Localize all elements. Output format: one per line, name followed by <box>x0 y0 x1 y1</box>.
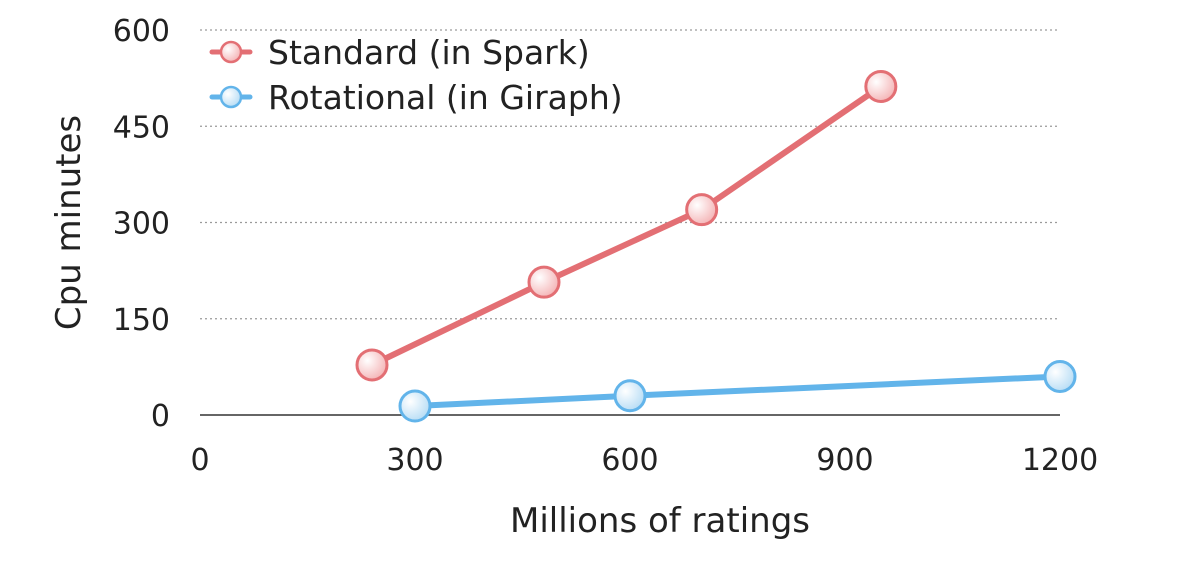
y-tick-label: 0 <box>151 399 170 434</box>
series-group <box>355 69 1077 423</box>
legend-marker <box>219 85 243 109</box>
legend-marker <box>219 40 243 64</box>
y-axis-title: Cpu minutes <box>49 115 89 330</box>
x-tick-label: 900 <box>816 443 873 478</box>
x-tick-label: 600 <box>601 443 658 478</box>
legend: Standard (in Spark) Rotational (in Giraph… <box>209 33 623 117</box>
legend-label: Rotational (in Giraph) <box>268 78 623 117</box>
x-tick-label: 300 <box>386 443 443 478</box>
x-tick-labels: 0 300 600 900 1200 <box>190 443 1098 478</box>
grid-lines <box>200 29 1060 320</box>
data-point <box>613 379 647 413</box>
x-tick-label: 0 <box>190 443 209 478</box>
series-line <box>369 83 884 368</box>
y-tick-label: 450 <box>113 110 170 145</box>
data-point <box>527 265 561 299</box>
y-tick-label: 600 <box>113 14 170 49</box>
data-point <box>864 69 898 103</box>
x-axis-title: Millions of ratings <box>510 501 810 541</box>
y-tick-labels: 0 150 300 450 600 <box>113 14 170 434</box>
x-tick-label: 1200 <box>1022 443 1098 478</box>
data-point <box>398 389 432 423</box>
y-tick-label: 150 <box>113 303 170 338</box>
data-point <box>685 193 719 227</box>
series-line <box>412 373 1063 410</box>
data-point <box>1043 360 1077 393</box>
legend-label: Standard (in Spark) <box>268 33 590 72</box>
y-tick-label: 300 <box>113 207 170 242</box>
data-point <box>355 348 389 382</box>
